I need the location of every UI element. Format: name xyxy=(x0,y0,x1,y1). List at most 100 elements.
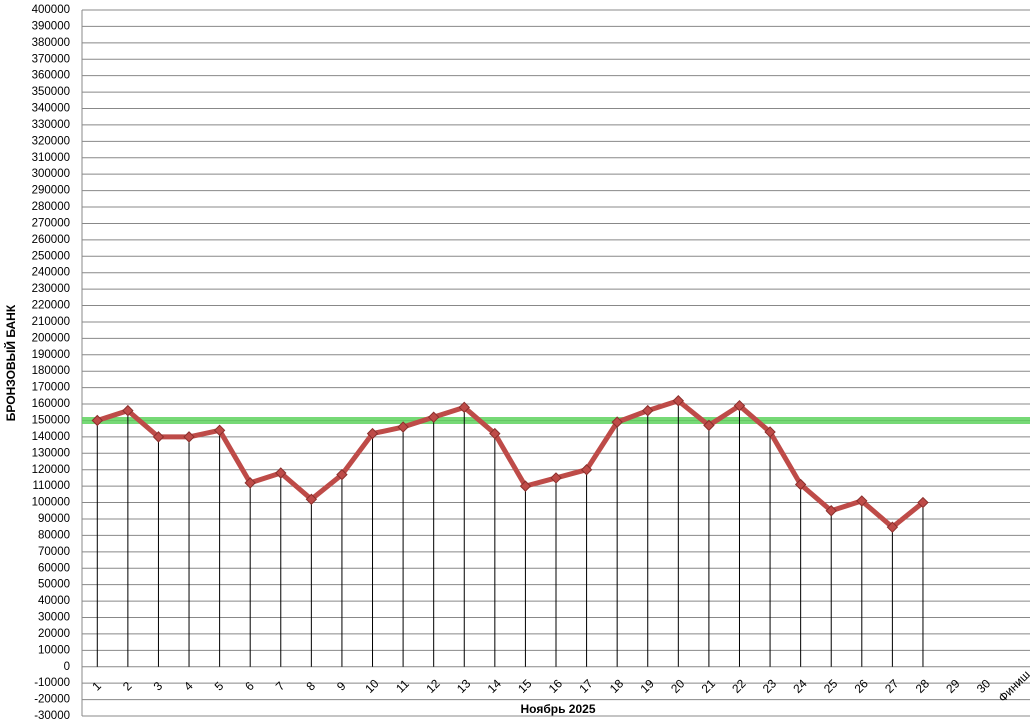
data-point xyxy=(550,472,562,484)
x-tick-label: 12 xyxy=(423,676,443,696)
data-point xyxy=(305,493,318,505)
x-tick-label: 18 xyxy=(607,676,627,696)
x-tick-label: 26 xyxy=(852,676,872,696)
y-tick-label: 210000 xyxy=(32,316,70,328)
data-point xyxy=(152,431,165,443)
data-point xyxy=(917,496,929,509)
y-tick-label: 280000 xyxy=(32,201,70,213)
y-tick-label: 240000 xyxy=(32,267,70,279)
x-tick-label: 25 xyxy=(821,676,841,696)
x-tick-label: 21 xyxy=(699,676,719,696)
y-tick-label: 100000 xyxy=(32,497,70,509)
y-tick-label: 290000 xyxy=(32,185,70,197)
data-point xyxy=(580,464,593,476)
x-tick-label: 23 xyxy=(760,676,780,696)
y-tick-label: -30000 xyxy=(34,710,70,722)
data-point xyxy=(856,495,868,507)
y-tick-label: 310000 xyxy=(32,152,70,164)
y-tick-label: 320000 xyxy=(32,135,70,147)
y-tick-label: 350000 xyxy=(32,86,70,98)
x-tick-label: 19 xyxy=(637,676,657,696)
y-tick-label: 390000 xyxy=(32,20,70,32)
y-tick-label: 400000 xyxy=(32,4,70,16)
y-tick-label: 360000 xyxy=(32,70,70,82)
data-point xyxy=(91,414,103,427)
data-point xyxy=(642,404,654,417)
x-tick-label: 3 xyxy=(151,679,166,694)
y-tick-label: 120000 xyxy=(32,464,70,476)
data-point xyxy=(764,426,776,438)
y-tick-label: -20000 xyxy=(34,694,70,706)
y-tick-label: 300000 xyxy=(32,168,70,180)
y-tick-label: 10000 xyxy=(38,644,70,656)
data-point xyxy=(489,427,501,440)
x-tick-label: 6 xyxy=(242,679,257,694)
y-tick-label: 130000 xyxy=(32,447,70,459)
y-tick-label: 260000 xyxy=(32,234,70,246)
y-tick-label: -10000 xyxy=(34,677,70,689)
y-axis-title: БРОНЗОВЫЙ БАНК xyxy=(3,304,18,421)
y-tick-label: 0 xyxy=(64,661,70,673)
x-tick-label: 29 xyxy=(943,676,963,696)
x-tick-label: 20 xyxy=(668,676,688,696)
y-tick-label: 250000 xyxy=(32,250,70,262)
x-tick-label: 15 xyxy=(515,676,535,696)
x-tick-label: 16 xyxy=(546,676,566,696)
y-tick-label: 150000 xyxy=(32,414,70,426)
x-tick-label: 8 xyxy=(303,679,318,694)
y-tick-label: 160000 xyxy=(32,398,70,410)
data-point xyxy=(397,421,409,433)
data-point xyxy=(122,404,134,417)
y-tick-label: 180000 xyxy=(32,365,70,377)
x-tick-label: 22 xyxy=(729,676,749,696)
x-tick-label: 13 xyxy=(454,676,474,696)
x-tick-label: 17 xyxy=(576,676,596,696)
y-tick-label: 190000 xyxy=(32,349,70,361)
y-tick-label: 70000 xyxy=(38,546,70,558)
x-tick-label: 2 xyxy=(120,679,135,694)
data-point xyxy=(886,521,899,533)
x-tick-label: 24 xyxy=(790,676,810,696)
y-tick-label: 90000 xyxy=(38,513,70,525)
data-point xyxy=(213,424,226,437)
x-tick-label: 11 xyxy=(393,677,412,696)
x-tick-label: 9 xyxy=(334,679,349,694)
x-tick-label: 27 xyxy=(882,676,902,696)
data-point xyxy=(183,431,195,443)
data-point xyxy=(672,395,685,407)
x-tick-label: 28 xyxy=(913,676,933,696)
x-tick-label: 14 xyxy=(485,676,505,696)
data-point xyxy=(519,480,532,492)
y-tick-label: 330000 xyxy=(32,119,70,131)
y-tick-label: 270000 xyxy=(32,217,70,229)
y-tick-label: 340000 xyxy=(32,103,70,115)
y-tick-label: 370000 xyxy=(32,53,70,65)
x-tick-label: 10 xyxy=(362,676,382,696)
y-tick-label: 50000 xyxy=(38,579,70,591)
data-point xyxy=(366,427,379,440)
y-tick-label: 80000 xyxy=(38,529,70,541)
data-point xyxy=(275,467,287,479)
x-tick-label: 1 xyxy=(89,679,104,694)
data-point xyxy=(794,478,807,491)
y-tick-label: 60000 xyxy=(38,562,70,574)
y-tick-label: 110000 xyxy=(32,480,70,492)
y-tick-label: 230000 xyxy=(32,283,70,295)
data-point xyxy=(611,416,623,428)
y-tick-label: 380000 xyxy=(32,37,70,49)
data-point xyxy=(825,505,837,517)
x-axis-title: Ноябрь 2025 xyxy=(521,702,596,716)
y-tick-label: 170000 xyxy=(32,382,70,394)
data-line xyxy=(96,398,925,530)
x-tick-label: 4 xyxy=(181,679,196,694)
y-tick-label: 20000 xyxy=(38,628,70,640)
x-tick-label: 5 xyxy=(212,679,227,694)
data-point xyxy=(733,399,746,412)
data-point xyxy=(703,419,715,432)
y-tick-label: 40000 xyxy=(38,595,70,607)
x-tick-label: 7 xyxy=(273,679,288,694)
y-tick-label: 140000 xyxy=(32,431,70,443)
data-point xyxy=(336,468,348,481)
data-point xyxy=(458,401,470,414)
